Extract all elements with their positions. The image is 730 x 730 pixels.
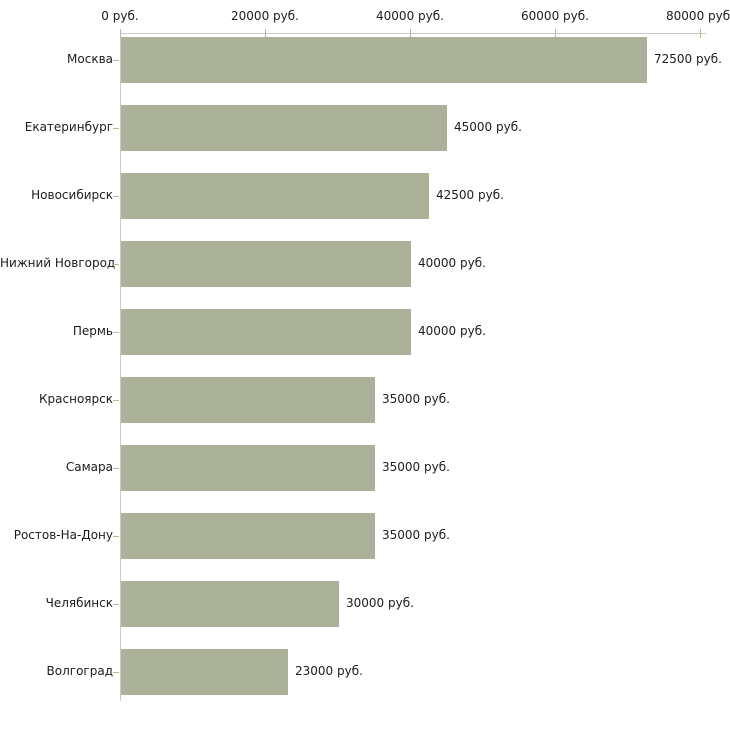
bar <box>121 649 288 695</box>
category-label: Красноярск <box>39 392 113 406</box>
bar-value-label: 35000 руб. <box>382 460 450 474</box>
y-axis-tick <box>113 400 119 401</box>
bar-value-label: 40000 руб. <box>418 324 486 338</box>
x-axis-line <box>120 33 706 34</box>
bar <box>121 173 429 219</box>
x-axis-tick <box>700 29 701 38</box>
x-axis-tick <box>120 29 121 38</box>
y-axis-tick <box>113 468 119 469</box>
y-axis-tick <box>113 60 119 61</box>
x-axis-tick-label: 80000 руб. <box>666 9 730 23</box>
category-label: Нижний Новгород <box>0 256 116 270</box>
bar <box>121 581 339 627</box>
bar <box>121 37 647 83</box>
x-axis-tick-label: 20000 руб. <box>231 9 299 23</box>
bar-value-label: 23000 руб. <box>295 664 363 678</box>
y-axis-line <box>120 33 121 701</box>
bar <box>121 513 375 559</box>
x-axis-tick-label: 0 руб. <box>101 9 139 23</box>
bar <box>121 445 375 491</box>
category-label: Москва <box>67 52 113 66</box>
x-axis-tick <box>410 29 411 38</box>
bar-value-label: 72500 руб. <box>654 52 722 66</box>
category-label: Новосибирск <box>31 188 113 202</box>
bar <box>121 105 447 151</box>
x-axis-tick-label: 60000 руб. <box>521 9 589 23</box>
bar-value-label: 30000 руб. <box>346 596 414 610</box>
y-axis-tick <box>113 672 119 673</box>
bar-value-label: 35000 руб. <box>382 392 450 406</box>
bar-value-label: 42500 руб. <box>436 188 504 202</box>
y-axis-tick <box>113 604 119 605</box>
x-axis-tick <box>555 29 556 38</box>
x-axis-tick <box>265 29 266 38</box>
category-label: Волгоград <box>46 664 113 678</box>
bar <box>121 309 411 355</box>
y-axis-tick <box>113 332 119 333</box>
y-axis-tick <box>113 196 119 197</box>
bar <box>121 241 411 287</box>
y-axis-tick <box>113 264 119 265</box>
category-label: Самара <box>65 460 113 474</box>
y-axis-tick <box>113 128 119 129</box>
category-label: Челябинск <box>45 596 113 610</box>
bar-value-label: 40000 руб. <box>418 256 486 270</box>
category-label: Пермь <box>72 324 113 338</box>
bar-value-label: 35000 руб. <box>382 528 450 542</box>
category-label: Екатеринбург <box>24 120 113 134</box>
bar <box>121 377 375 423</box>
x-axis-tick-label: 40000 руб. <box>376 9 444 23</box>
bar-value-label: 45000 руб. <box>454 120 522 134</box>
category-label: Ростов-На-Дону <box>13 528 113 542</box>
y-axis-tick <box>113 536 119 537</box>
